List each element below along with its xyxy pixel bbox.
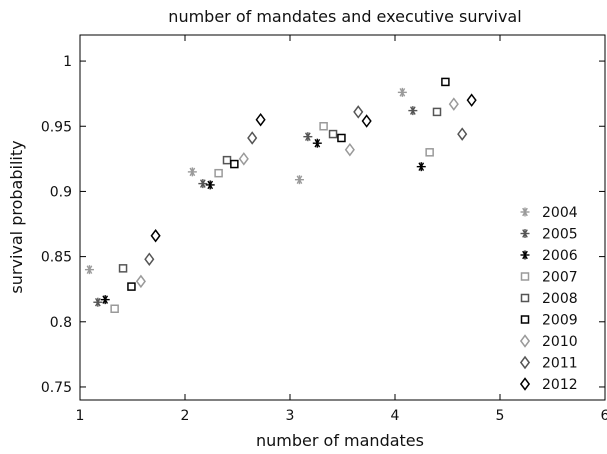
data-point: [441, 77, 450, 87]
data-point: [337, 133, 346, 143]
data-point: [416, 162, 426, 172]
data-point: [222, 155, 232, 165]
data-point: [100, 295, 110, 305]
data-point: [328, 129, 338, 139]
data-point: [303, 132, 313, 142]
data-point: [214, 168, 223, 178]
y-axis-label: survival probability: [7, 140, 26, 293]
data-point: [255, 112, 266, 127]
legend-label: 2010: [542, 334, 578, 350]
legend-marker: [519, 377, 531, 391]
legend-marker: [520, 315, 530, 324]
data-point: [198, 179, 208, 189]
y-tick-label: 0.9: [50, 184, 72, 200]
plot-frame: [79, 34, 606, 401]
data-point: [408, 106, 418, 116]
legend-label: 2007: [542, 270, 578, 286]
legend-label: 2009: [542, 313, 578, 329]
x-tick-label: 3: [286, 408, 295, 424]
y-tick-label: 0.75: [41, 380, 72, 396]
data-point: [344, 142, 355, 157]
data-point: [84, 265, 94, 275]
legend-label: 2004: [542, 205, 578, 221]
y-tick-label: 1: [63, 54, 72, 70]
legend-label: 2005: [542, 227, 578, 243]
legend-label: 2006: [542, 248, 578, 264]
data-point: [319, 122, 328, 131]
data-point: [466, 93, 477, 107]
legend-marker: [520, 250, 530, 260]
data-point: [425, 148, 434, 157]
y-tick-label: 0.8: [50, 315, 72, 331]
legend-label: 2012: [542, 377, 578, 393]
data-point: [353, 105, 364, 119]
x-tick-label: 2: [181, 408, 190, 424]
y-axis: 0.75 0.8 0.85 0.9 0.95 1: [41, 54, 605, 396]
data-point: [432, 107, 442, 117]
x-axis-label: number of mandates: [256, 431, 424, 450]
data-point: [93, 297, 103, 307]
data-point: [150, 229, 161, 243]
chart-title: number of mandates and executive surviva…: [168, 7, 521, 26]
x-axis: 1 2 3 4 5 6: [76, 35, 607, 424]
legend: 2004 2005 2006 2007 2008 2009 2010 2011 2012: [519, 205, 578, 393]
data-point: [361, 114, 372, 128]
data-point: [448, 97, 459, 111]
legend-label: 2008: [542, 291, 578, 307]
legend-marker: [520, 293, 530, 303]
data-point: [312, 138, 322, 148]
x-tick-label: 6: [601, 408, 607, 424]
x-tick-label: 1: [76, 408, 85, 424]
legend-label: 2011: [542, 356, 578, 372]
legend-marker: [520, 272, 530, 281]
data-point: [230, 159, 239, 169]
x-tick-label: 5: [496, 408, 505, 424]
data-point: [135, 274, 146, 289]
data-point: [118, 264, 128, 273]
legend-marker: [519, 334, 531, 348]
data-point: [205, 180, 215, 190]
data-point: [110, 304, 119, 313]
x-tick-label: 4: [391, 408, 400, 424]
y-tick-label: 0.95: [41, 119, 72, 135]
data-point: [127, 282, 136, 291]
data-point: [397, 87, 407, 97]
y-tick-label: 0.85: [41, 250, 72, 266]
data-point: [144, 252, 155, 266]
legend-marker: [519, 355, 531, 370]
legend-marker: [520, 207, 530, 217]
legend-marker: [520, 229, 530, 238]
data-point: [457, 127, 468, 141]
data-points: [84, 77, 477, 313]
data-point: [247, 131, 258, 145]
data-point: [187, 167, 197, 177]
data-point: [294, 175, 304, 185]
data-point: [238, 152, 249, 166]
